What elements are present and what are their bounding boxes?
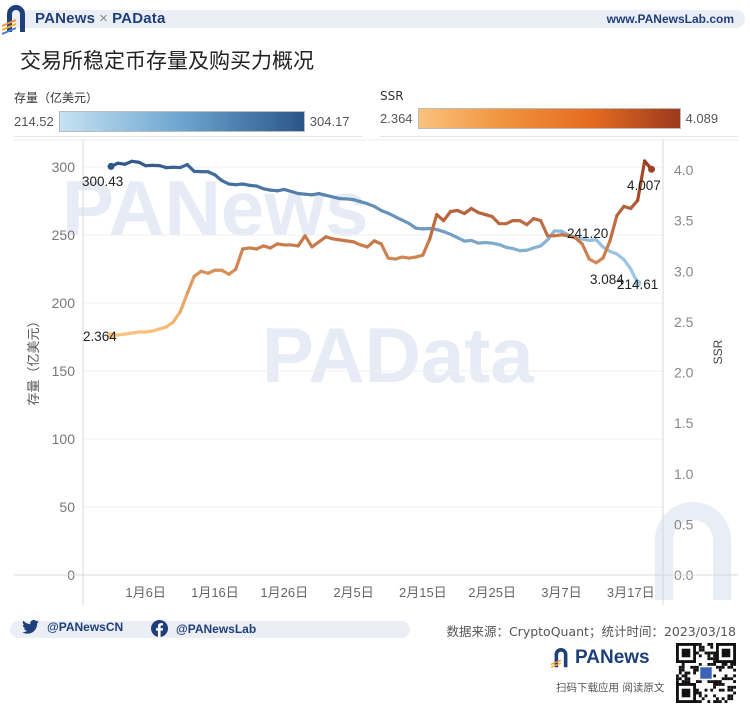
axes: 0501001502002503000.00.51.01.52.02.53.03… [14,139,738,605]
watermarks: PANews PAData [62,164,731,600]
panews-logo-icon [2,5,25,35]
y2-tick-label: 1.0 [674,466,694,482]
data-label: 2.364 [83,329,117,344]
x-tick-label: 1月16日 [191,585,239,600]
brand-right: PAData [112,10,166,27]
x-tick-label: 2月15日 [399,585,447,600]
data-label: 3.084 [590,272,624,287]
series-segment [296,234,307,248]
site-url-link[interactable]: www.PANewsLab.com [606,12,734,26]
data-label: 214.61 [617,277,658,292]
brand-title: PANews × PAData [35,10,166,27]
brand-left: PANews [35,10,96,27]
y-tick-label: 250 [52,227,76,243]
twitter-handle[interactable]: @PANewsCN [22,620,123,634]
y-tick-label: 100 [52,431,76,447]
series-segment [615,204,626,218]
brand-separator: × [99,10,109,27]
series-end-marker[interactable] [634,279,642,287]
x-tick-label: 2月5日 [333,585,373,600]
legend-divider [380,136,738,137]
data-labels: 300.43 241.20 214.61 2.364 3.084 4.007 [82,174,661,344]
y-tick-label: 50 [59,499,75,515]
legend-reserve-gradient [58,111,305,132]
facebook-handle-text: @PANewsLab [176,621,257,636]
watermark-logo-icon [655,502,731,600]
series-segment [185,162,196,173]
y-tick-label: 200 [52,295,76,311]
facebook-icon [151,620,168,637]
twitter-handle-text: @PANewsCN [47,620,124,634]
y2-tick-label: 3.0 [674,263,694,279]
y2-tick-label: 2.0 [674,365,694,381]
data-label: 4.007 [627,178,661,193]
footer-brand: PANews [551,645,650,671]
x-tick-label: 2月25日 [468,585,516,600]
series-segment [303,234,314,249]
dual-axis-line-chart: PANews PAData 0501001502002503000.00.51.… [14,139,738,605]
qr-code[interactable] [676,643,736,703]
series-segment [442,209,453,223]
legend-ssr: SSR 2.364 4.089 [380,89,718,129]
legend-divider [14,136,362,137]
twitter-icon [22,620,39,634]
page-title: 交易所稳定币存量及购买力概况 [20,49,314,73]
series-segment [171,310,182,324]
y2-tick-label: 0.5 [674,516,694,532]
header-bar [10,10,745,28]
chart-area: PANews PAData 0 50 100 150 200 250 300 0.0 0.5 1.… [0,138,750,610]
series-segment [490,214,501,226]
x-tick-label: 3月17日 [607,585,655,600]
x-tick-label: 3月7日 [541,585,581,600]
data-label: 241.20 [567,226,608,241]
series-segment [629,198,640,211]
legend-reserve-max: 304.17 [309,114,350,129]
y2-tick-label: 2.5 [674,314,694,330]
series-segment [379,242,390,260]
series-segment [594,238,605,249]
y2-tick-label: 3.5 [674,213,694,229]
footer-bar [10,621,410,638]
y2-tick-label: 1.5 [674,415,694,431]
series-segment [185,274,196,296]
data-label: 300.43 [82,174,123,189]
x-tick-label: 1月6日 [125,585,165,600]
series-segment [636,159,647,202]
series-start-marker[interactable] [107,332,115,340]
series-segment [178,291,189,314]
series-segment [622,257,633,271]
legend-ssr-min: 2.364 [380,111,413,126]
facebook-handle[interactable]: @PANewsLab [151,620,256,637]
footer-brand-text: PANews [575,647,650,668]
series-segment [608,213,619,243]
series-segment [601,239,612,260]
data-source: 数据来源：CryptoQuant；统计时间：2023/03/18 [446,624,736,639]
legend-reserve-min: 214.52 [14,114,54,129]
legend-ssr-max: 4.089 [685,111,719,126]
y2-axis-title: SSR [711,339,725,364]
series-end-marker[interactable] [648,165,656,173]
y2-tick-label: 4.0 [674,162,694,178]
legend-ssr-gradient [417,108,681,129]
legend-ssr-label: SSR [380,89,404,103]
watermark-panews: PANews [62,164,368,252]
panews-logo-icon [551,648,568,668]
series-segment [580,242,591,261]
y-tick-label: 300 [52,159,76,175]
y-tick-label: 150 [52,363,76,379]
series-segment [234,247,245,271]
y-axis-title: 存量（亿美元） [26,314,41,405]
series-segment [428,212,439,241]
series-lines [107,159,656,340]
series-segment [539,219,550,238]
x-tick-label: 1月26日 [260,585,308,600]
series-start-marker[interactable] [107,162,115,170]
footer-caption: 扫码下载应用 阅读原文 [556,682,665,694]
legend-reserve: 存量（亿美元） 214.52 304.17 [14,89,350,132]
watermark-padata: PAData [262,311,534,399]
series-segment [421,237,432,257]
legend-reserve-label: 存量（亿美元） [14,91,99,105]
